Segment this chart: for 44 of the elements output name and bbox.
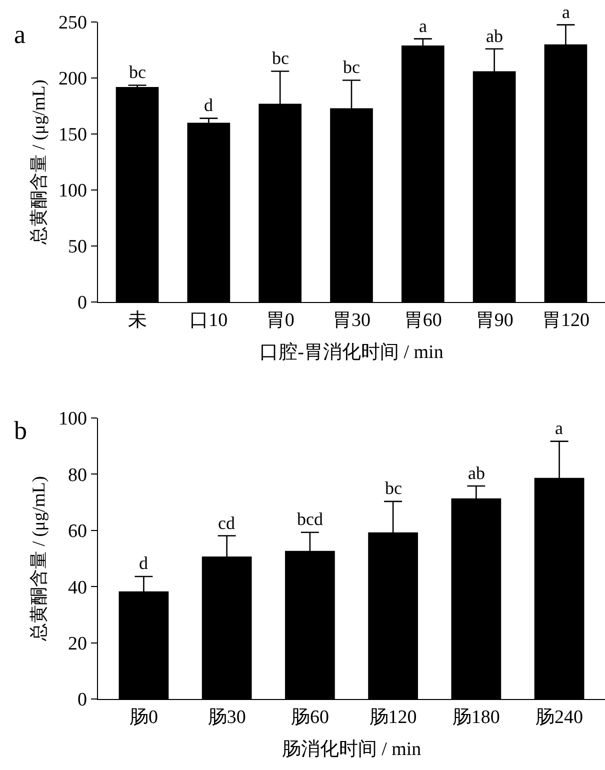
y-tick-label: 60	[68, 521, 88, 542]
chart-title: b	[14, 416, 27, 445]
annotation: cd	[218, 513, 235, 533]
y-tick-label: 200	[58, 68, 88, 90]
y-tick-label: 100	[58, 180, 88, 202]
x-tick-label: 胃60	[404, 310, 442, 331]
annotation: d	[204, 95, 213, 115]
x-axis-title: 肠消化时间 / min	[282, 738, 422, 760]
x-axis-title: 口腔-胃消化时间 / min	[260, 342, 444, 363]
x-tick-label: 胃120	[542, 310, 590, 331]
y-axis-title: 总黄酮含量 / (μg/mL)	[28, 476, 49, 642]
x-tick-label: 口10	[190, 310, 228, 331]
x-tick-label: 肠120	[369, 706, 417, 728]
y-tick-label: 100	[58, 408, 88, 430]
annotation: bc	[343, 57, 360, 77]
y-tick-label: 40	[68, 577, 88, 598]
y-tick-label: 250	[58, 12, 88, 34]
y-axis-title: 总黄酮含量 / (μg/mL)	[28, 80, 49, 246]
x-tick-label: 胃90	[475, 310, 514, 331]
x-tick-label: 肠240	[536, 706, 584, 728]
annotation: ab	[486, 26, 503, 46]
annotation: d	[139, 553, 148, 573]
annotation: bcd	[297, 509, 323, 529]
y-tick-label: 50	[68, 236, 88, 258]
x-tick-label: 肠60	[290, 706, 329, 728]
annotation: a	[419, 16, 427, 36]
x-tick-label: 未	[128, 310, 147, 331]
x-tick-label: 肠30	[208, 706, 246, 728]
x-tick-label: 肠180	[452, 706, 500, 728]
y-tick-label: 150	[58, 124, 88, 146]
chart-title: a	[14, 20, 26, 49]
x-tick-label: 胃30	[332, 310, 370, 331]
y-tick-label: 0	[78, 690, 88, 711]
y-tick-label: 0	[78, 292, 88, 314]
annotation: bc	[129, 62, 146, 82]
x-tick-label: 肠0	[129, 706, 158, 728]
annotation: bc	[272, 48, 289, 68]
annotation: a	[555, 418, 563, 438]
annotation: ab	[468, 463, 485, 483]
y-tick-label: 20	[68, 633, 88, 654]
x-tick-label: 胃0	[266, 310, 294, 331]
annotation: bc	[385, 478, 402, 498]
annotation: a	[562, 2, 570, 22]
y-tick-label: 80	[68, 464, 88, 486]
